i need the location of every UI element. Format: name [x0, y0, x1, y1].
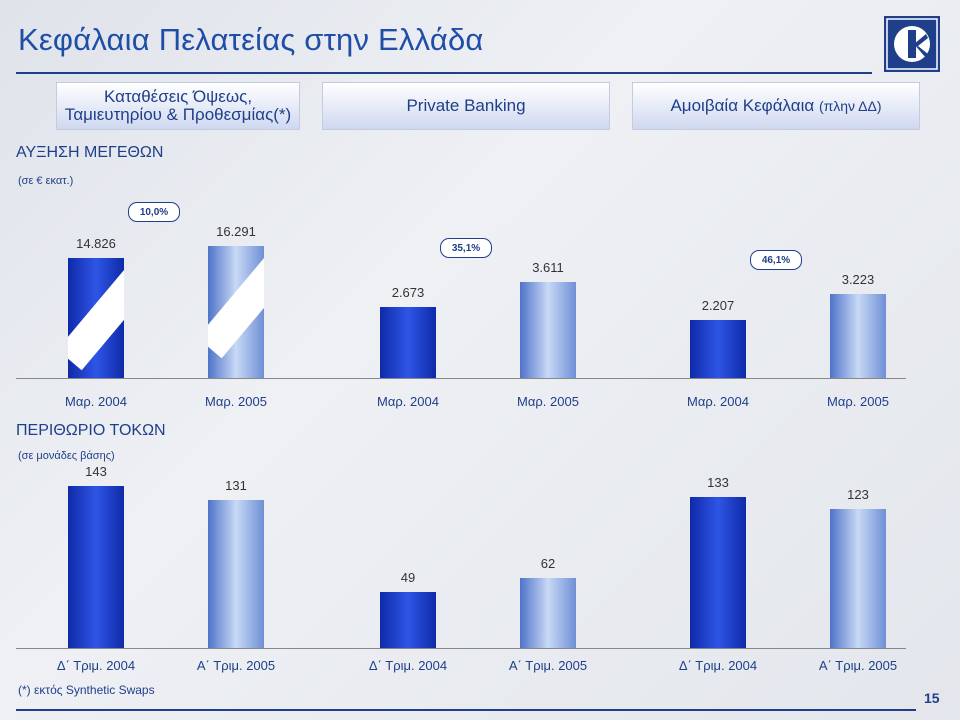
header-deposits: Καταθέσεις Όψεως, Ταμιευτηρίου & Προθεσμ…	[56, 82, 300, 130]
bar-highlight-stripe	[208, 246, 264, 359]
section-margin-unit: (σε μονάδες βάσης)	[18, 450, 115, 462]
chart-1-category-label: Μαρ. 2004	[377, 394, 439, 409]
chart-2-category-label: Δ΄ Τριμ. 2004	[56, 658, 136, 673]
chart-1-bar-3-1	[690, 320, 746, 378]
section-margin-title: ΠΕΡΙΘΩΡΙΟ ΤΟΚΩΝ	[16, 422, 166, 439]
chart-2-category-label: Α΄ Τριμ. 2005	[196, 658, 276, 673]
header-private-banking-label: Private Banking	[406, 96, 526, 115]
chart-1-value-label: 16.291	[216, 224, 256, 239]
chart-1-growth-badge: 10,0%	[128, 202, 180, 222]
chart-2-value-label: 62	[540, 555, 556, 571]
chart-2-value-label: 123	[847, 486, 869, 502]
chart-2-bar-3-2	[830, 508, 886, 648]
chart-2-baseline	[16, 648, 906, 649]
chart-2-bar-2-2	[520, 577, 576, 648]
chart-2-category-label: Α΄ Τριμ. 2005	[818, 658, 898, 673]
header-deposits-line1: Καταθέσεις Όψεως,	[103, 87, 253, 106]
chart-1-category-label: Μαρ. 2004	[65, 394, 127, 409]
header-private-banking: Private Banking	[322, 82, 610, 130]
bottom-rule	[16, 709, 916, 711]
chart-1-growth-badge: 35,1%	[440, 238, 492, 258]
title-rule	[16, 72, 872, 74]
chart-2-value-label: 143	[85, 464, 107, 479]
chart-1-category-label: Μαρ. 2005	[517, 394, 579, 409]
bar-highlight-stripe	[68, 257, 124, 371]
chart-1-value-label: 3.611	[532, 260, 564, 275]
header-mutual-funds-line2: (πλην ΔΔ)	[818, 98, 882, 114]
chart-1-value-label: 3.223	[841, 272, 875, 287]
chart-1-value-label: 2.673	[391, 284, 425, 300]
chart-1-value-label: 14.826	[76, 235, 116, 251]
chart-2-bar-1-2	[208, 499, 264, 648]
footnote: (*) εκτός Synthetic Swaps	[18, 683, 155, 697]
chart-2-bar-2-1	[380, 592, 436, 648]
chart-2-category-label: Δ΄ Τριμ. 2004	[678, 658, 758, 673]
chart-2-value-label: 49	[400, 570, 416, 586]
chart-1-category-label: Μαρ. 2005	[205, 394, 267, 409]
chart-1-bar-2-1	[380, 306, 436, 378]
section-growth-unit: (σε € εκατ.)	[18, 175, 74, 187]
header-mutual-funds-line1: Αμοιβαία Κεφάλαια	[670, 96, 815, 115]
chart-2-category-label: Δ΄ Τριμ. 2004	[368, 658, 448, 673]
chart-1-bar-1-1	[68, 257, 124, 378]
section-growth-title: ΑΥΞΗΣΗ ΜΕΓΕΘΩΝ	[16, 144, 164, 161]
chart-1-growth-badge: 46,1%	[750, 250, 802, 270]
chart-1-category-label: Μαρ. 2004	[687, 394, 749, 409]
chart-1-bar-2-2	[520, 282, 576, 378]
chart-1-bar-3-2	[830, 294, 886, 378]
chart-1-value-label: 2.207	[701, 298, 735, 314]
header-mutual-funds: Αμοιβαία Κεφάλαια (πλην ΔΔ)	[632, 82, 920, 130]
bank-logo-icon	[884, 16, 940, 72]
chart-2-bar-3-1	[690, 497, 746, 648]
chart-2-value-label: 131	[225, 477, 247, 493]
chart-2-bar-1-1	[68, 486, 124, 648]
chart-1-baseline	[16, 378, 906, 379]
page-title: Κεφάλαια Πελατείας στην Ελλάδα	[18, 22, 484, 57]
chart-1-category-label: Μαρ. 2005	[827, 394, 889, 409]
chart-2-value-label: 133	[707, 475, 729, 491]
chart-2-category-label: Α΄ Τριμ. 2005	[508, 658, 588, 673]
header-deposits-line2: Ταμιευτηρίου & Προθεσμίας(*)	[64, 105, 292, 124]
page-number: 15	[924, 690, 940, 706]
chart-1-bar-1-2	[208, 246, 264, 378]
